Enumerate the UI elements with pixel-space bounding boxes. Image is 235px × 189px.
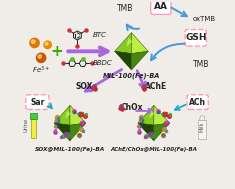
- FancyBboxPatch shape: [26, 95, 49, 109]
- Text: Sar: Sar: [30, 98, 45, 107]
- Polygon shape: [65, 110, 71, 119]
- Text: TMB: TMB: [193, 60, 209, 69]
- Circle shape: [31, 40, 35, 43]
- Polygon shape: [138, 123, 154, 141]
- Polygon shape: [149, 110, 155, 119]
- Circle shape: [30, 38, 39, 48]
- Polygon shape: [200, 116, 205, 120]
- Text: BBDC: BBDC: [92, 60, 112, 66]
- Text: +: +: [51, 44, 63, 59]
- Text: SOX: SOX: [75, 82, 93, 91]
- Text: $\mathit{Fe^{3+}}$: $\mathit{Fe^{3+}}$: [32, 64, 50, 76]
- Bar: [198, 120, 206, 139]
- Text: ChOx: ChOx: [120, 103, 143, 112]
- Polygon shape: [131, 51, 148, 70]
- FancyBboxPatch shape: [151, 0, 171, 14]
- Text: SOX@MIL-100(Fe)-BA: SOX@MIL-100(Fe)-BA: [35, 147, 105, 152]
- Text: AChE/ChOx@MIL-100(Fe)-BA: AChE/ChOx@MIL-100(Fe)-BA: [110, 147, 197, 152]
- Text: TMB: TMB: [117, 4, 133, 13]
- Polygon shape: [31, 119, 36, 138]
- Polygon shape: [54, 105, 70, 125]
- Text: Urine: Urine: [24, 118, 29, 132]
- Text: AChE: AChE: [145, 82, 167, 91]
- Polygon shape: [115, 51, 131, 70]
- Text: Milk: Milk: [200, 122, 205, 132]
- Polygon shape: [30, 113, 37, 119]
- Polygon shape: [138, 105, 154, 125]
- Text: AA: AA: [154, 2, 168, 11]
- Polygon shape: [70, 123, 86, 141]
- Text: oxTMB: oxTMB: [193, 16, 216, 22]
- Polygon shape: [70, 105, 86, 125]
- Polygon shape: [154, 105, 170, 125]
- Polygon shape: [54, 123, 70, 141]
- FancyBboxPatch shape: [187, 95, 208, 109]
- Text: BTC: BTC: [92, 32, 106, 38]
- Text: ACh: ACh: [189, 98, 206, 107]
- Circle shape: [36, 53, 46, 63]
- Polygon shape: [115, 33, 131, 53]
- Circle shape: [44, 41, 51, 49]
- Polygon shape: [126, 38, 132, 47]
- Circle shape: [45, 42, 48, 45]
- Polygon shape: [154, 123, 170, 141]
- Text: GSH: GSH: [185, 33, 207, 42]
- Text: MIL-100(Fe)-BA: MIL-100(Fe)-BA: [103, 72, 160, 79]
- FancyBboxPatch shape: [185, 29, 206, 46]
- Polygon shape: [131, 33, 148, 53]
- Circle shape: [38, 55, 42, 58]
